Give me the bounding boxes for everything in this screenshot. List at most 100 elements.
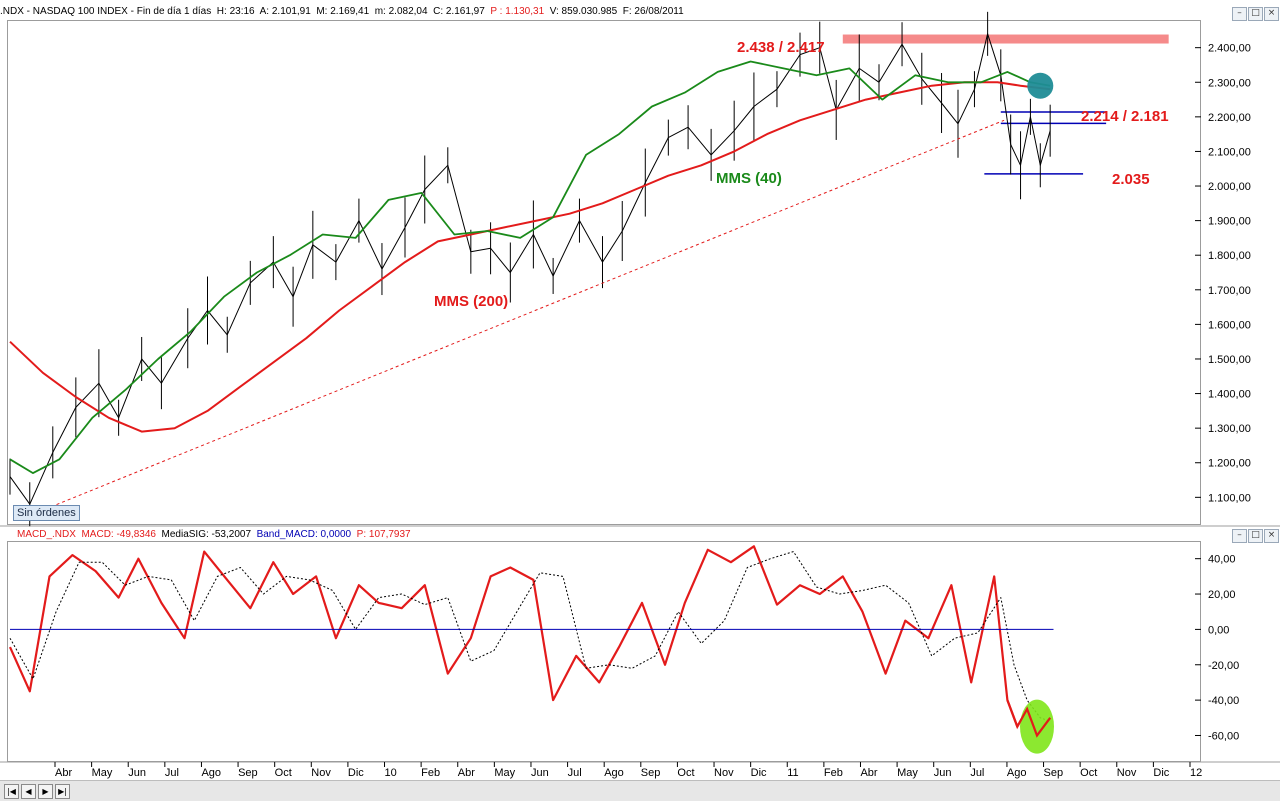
mms40-label: MMS (40): [716, 170, 782, 187]
price-y-tick-label: 1.500,00: [1208, 354, 1251, 366]
x-tick-label: Dic: [348, 767, 364, 779]
price-series-trendline: [23, 119, 1005, 519]
price-series-ma200: [9, 81, 1051, 433]
macd-maximize-icon[interactable]: □: [1248, 529, 1263, 543]
date-value: F: 26/08/2011: [622, 6, 684, 17]
low-value: m: 2.082,04: [374, 6, 428, 17]
x-tick-label: Jul: [568, 767, 582, 779]
price-y-tick-label: 2.000,00: [1208, 181, 1251, 193]
volume-value: V: 859.030.985: [549, 6, 618, 17]
open-value: A: 2.101,91: [259, 6, 311, 17]
resistance-band: [842, 34, 1169, 44]
x-tick-label: Nov: [714, 767, 734, 779]
macd-value: MACD: -49,8346: [81, 529, 156, 540]
p-value: P : 1.130,31: [490, 6, 545, 17]
x-tick-label: Feb: [421, 767, 440, 779]
price-y-tick-label: 1.900,00: [1208, 216, 1251, 228]
x-tick-label: Oct: [275, 767, 292, 779]
high-value: M: 2.169,41: [316, 6, 370, 17]
macd-series-tail: [1006, 699, 1052, 738]
x-tick-label: Sep: [641, 767, 661, 779]
macd-y-tick-label: -40,00: [1208, 695, 1239, 707]
macd-y-tick-label: -60,00: [1208, 730, 1239, 742]
support-label: 2.035: [1112, 171, 1150, 188]
price-y-tick-label: 1.800,00: [1208, 250, 1251, 262]
mid-levels-label: 2.214 / 2.181: [1081, 108, 1169, 125]
macd-series-signal: [9, 551, 1051, 722]
x-tick-label: Sep: [238, 767, 258, 779]
price-y-tick-label: 1.200,00: [1208, 458, 1251, 470]
x-tick-label: Abr: [55, 767, 72, 779]
x-tick-label: May: [92, 767, 113, 779]
price-bars: [9, 11, 1051, 527]
x-tick-label: Oct: [1080, 767, 1097, 779]
x-tick-label: 11: [787, 767, 798, 779]
price-y-tick-label: 2.400,00: [1208, 43, 1251, 55]
x-tick-label: May: [897, 767, 918, 779]
price-y-tick-label: 2.300,00: [1208, 77, 1251, 89]
x-tick-label: Nov: [1117, 767, 1137, 779]
x-tick-label: 12: [1190, 767, 1202, 779]
close-value: C: 2.161,97: [433, 6, 485, 17]
x-tick-label: May: [494, 767, 515, 779]
macd-y-tick-label: 20,00: [1208, 589, 1236, 601]
macd-p-value: P: 107,7937: [356, 529, 411, 540]
mms200-label: MMS (200): [434, 293, 508, 310]
x-tick-label: Jul: [970, 767, 984, 779]
x-tick-label: Jun: [531, 767, 549, 779]
x-tick-label: Dic: [1153, 767, 1169, 779]
maximize-icon[interactable]: □: [1248, 7, 1263, 21]
circle-annotation-teal: [1027, 72, 1054, 99]
x-tick-label: Dic: [751, 767, 767, 779]
x-tick-label: Ago: [201, 767, 221, 779]
x-tick-label: Jun: [128, 767, 146, 779]
x-tick-label: Sep: [1044, 767, 1064, 779]
x-tick-label: Feb: [824, 767, 843, 779]
x-tick-label: Jul: [165, 767, 179, 779]
sin-ordenes-button[interactable]: Sin órdenes: [13, 505, 80, 521]
macd-minimize-icon[interactable]: –: [1232, 529, 1247, 543]
first-page-icon[interactable]: |◀: [4, 784, 19, 799]
symbol: .NDX: [0, 6, 24, 17]
next-icon[interactable]: ▶: [38, 784, 53, 799]
x-tick-label: Ago: [604, 767, 624, 779]
price-y-tick-label: 1.300,00: [1208, 423, 1251, 435]
price-y-tick-label: 2.200,00: [1208, 112, 1251, 124]
signal-value: MediaSIG: -53,2007: [161, 529, 252, 540]
last-page-icon[interactable]: ▶|: [55, 784, 70, 799]
time: H: 23:16: [216, 6, 255, 17]
price-panel-frame: [7, 20, 1201, 525]
index-name: NASDAQ 100 INDEX: [32, 6, 128, 17]
x-tick-label: Abr: [860, 767, 877, 779]
x-tick-label: Abr: [458, 767, 475, 779]
macd-close-icon[interactable]: ×: [1264, 529, 1279, 543]
period: Fin de día 1 días: [136, 6, 212, 17]
chart-canvas[interactable]: 2.438 / 2.417 2.214 / 2.181 2.035 MMS (200)…: [0, 0, 1280, 780]
ellipse-annotation-green: [1020, 699, 1054, 754]
minimize-icon[interactable]: –: [1232, 7, 1247, 21]
price-y-tick-label: 2.100,00: [1208, 146, 1251, 158]
x-tick-label: Nov: [311, 767, 331, 779]
price-y-tick-label: 1.700,00: [1208, 285, 1251, 297]
macd-y-tick-label: -20,00: [1208, 660, 1239, 672]
price-y-tick-label: 1.600,00: [1208, 319, 1251, 331]
macd-y-tick-label: 0,00: [1208, 624, 1229, 636]
macd-y-tick-label: 40,00: [1208, 554, 1236, 566]
prev-icon[interactable]: ◀: [21, 784, 36, 799]
price-y-tick-label: 1.100,00: [1208, 492, 1251, 504]
resistance-label: 2.438 / 2.417: [737, 39, 825, 56]
band-value: Band_MACD: 0,0000: [256, 529, 352, 540]
macd-panel-header: MACD_.NDX MACD: -49,8346 MediaSIG: -53,2…: [17, 529, 411, 540]
close-icon[interactable]: ×: [1264, 7, 1279, 21]
navigation-bar: |◀ ◀ ▶ ▶|: [0, 780, 1280, 801]
price-y-tick-label: 1.400,00: [1208, 389, 1251, 401]
x-tick-label: Ago: [1007, 767, 1027, 779]
x-tick-label: 10: [385, 767, 397, 779]
price-series-ma40: [9, 60, 1051, 475]
macd-series-macd: [8, 545, 1052, 737]
price-series-price: [9, 33, 1051, 505]
x-tick-label: Oct: [677, 767, 694, 779]
price-panel-header: .NDX - NASDAQ 100 INDEX - Fin de día 1 d…: [0, 6, 684, 17]
macd-name: MACD_.NDX: [17, 529, 76, 540]
x-tick-label: Jun: [934, 767, 952, 779]
